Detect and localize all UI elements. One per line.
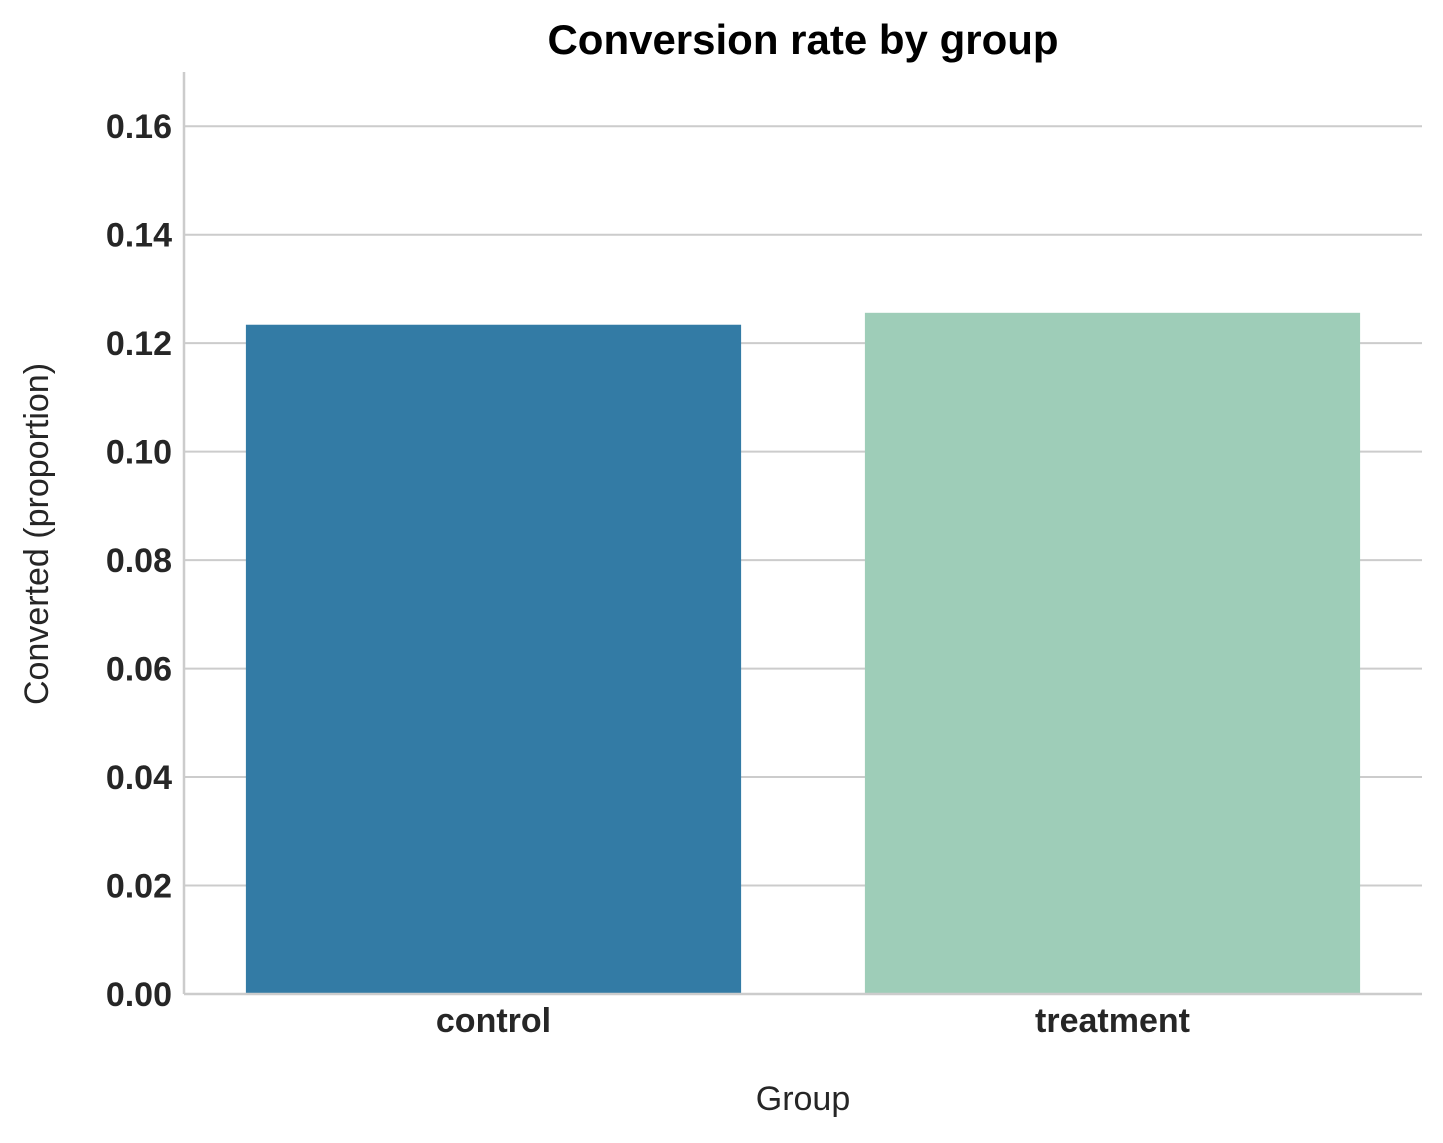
y-tick-label: 0.06 xyxy=(106,651,172,689)
y-tick-label: 0.00 xyxy=(106,976,172,1014)
x-axis-label: Group xyxy=(756,1080,851,1118)
x-tick-label-treatment: treatment xyxy=(1035,1002,1190,1040)
y-tick-label: 0.04 xyxy=(106,759,172,797)
y-axis-label: Converted (proportion) xyxy=(18,363,56,705)
y-tick-label: 0.14 xyxy=(106,217,172,255)
chart-title: Conversion rate by group xyxy=(547,16,1058,63)
x-tick-label-control: control xyxy=(436,1002,551,1040)
axis-spines xyxy=(182,72,1422,996)
y-tick-label: 0.02 xyxy=(106,868,172,906)
y-tick-labels: 0.00 0.02 0.04 0.06 0.08 0.10 0.12 0.14 0.16 xyxy=(106,108,172,1014)
y-tick-label: 0.16 xyxy=(106,108,172,146)
bars xyxy=(245,312,1361,995)
x-tick-labels: control treatment xyxy=(436,1002,1190,1040)
y-tick-label: 0.08 xyxy=(106,542,172,580)
y-tick-label: 0.10 xyxy=(106,434,172,472)
bar-treatment xyxy=(864,312,1361,995)
bar-control xyxy=(245,324,742,995)
y-tick-label: 0.12 xyxy=(106,325,172,363)
